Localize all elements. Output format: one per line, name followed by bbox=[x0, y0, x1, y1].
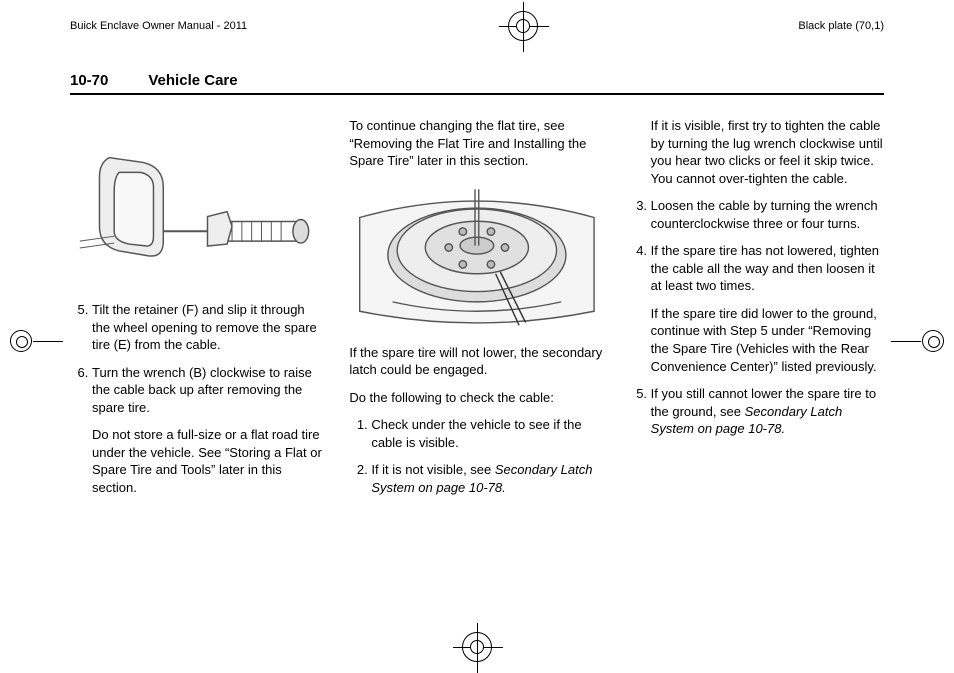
steps-list-col3: Loosen the cable by turning the wrench c… bbox=[629, 197, 884, 438]
check-cable-text: Do the following to check the cable: bbox=[349, 389, 604, 407]
section-title: Vehicle Care bbox=[148, 72, 237, 89]
step-5: Tilt the retainer (F) and slip it throug… bbox=[92, 301, 325, 354]
step-2-continued: If it is visible, first try to tighten t… bbox=[629, 117, 884, 187]
continue-text: To continue changing the flat tire, see … bbox=[349, 117, 604, 170]
retainer-figure bbox=[70, 137, 325, 287]
steps-list-col1: Tilt the retainer (F) and slip it throug… bbox=[70, 301, 325, 496]
registration-mark-icon bbox=[508, 11, 538, 41]
page-header: 10-70 Vehicle Care bbox=[70, 72, 884, 95]
manual-title: Buick Enclave Owner Manual - 2011 bbox=[70, 20, 247, 32]
retainer-illustration-icon bbox=[70, 138, 325, 285]
column-2: To continue changing the flat tire, see … bbox=[349, 117, 604, 506]
step-4: If the spare tire has not lowered, tight… bbox=[651, 242, 884, 375]
step-5b: If you still cannot lower the spare tire… bbox=[651, 385, 884, 438]
page-number: 10-70 bbox=[70, 72, 108, 89]
latch-engaged-text: If the spare tire will not lower, the se… bbox=[349, 344, 604, 379]
spare-tire-illustration-icon bbox=[355, 180, 599, 330]
column-3: If it is visible, first try to tighten t… bbox=[629, 117, 884, 506]
plate-info: Black plate (70,1) bbox=[798, 20, 884, 32]
step-3: Loosen the cable by turning the wrench c… bbox=[651, 197, 884, 232]
column-1: Tilt the retainer (F) and slip it throug… bbox=[70, 117, 325, 506]
crop-mark-right-icon bbox=[922, 330, 944, 352]
registration-mark-bottom-icon bbox=[462, 632, 492, 662]
print-header: Buick Enclave Owner Manual - 2011 Black … bbox=[0, 0, 954, 42]
check-step-2: If it is not visible, see Secondary Latc… bbox=[371, 461, 604, 496]
check-steps-list: Check under the vehicle to see if the ca… bbox=[349, 416, 604, 496]
content-columns: Tilt the retainer (F) and slip it throug… bbox=[70, 117, 884, 506]
check-step-1: Check under the vehicle to see if the ca… bbox=[371, 416, 604, 451]
spare-tire-figure bbox=[349, 180, 604, 330]
page-content: 10-70 Vehicle Care bbox=[0, 42, 954, 506]
crop-mark-left-icon bbox=[10, 330, 32, 352]
step-6: Turn the wrench (B) clockwise to raise t… bbox=[92, 364, 325, 497]
